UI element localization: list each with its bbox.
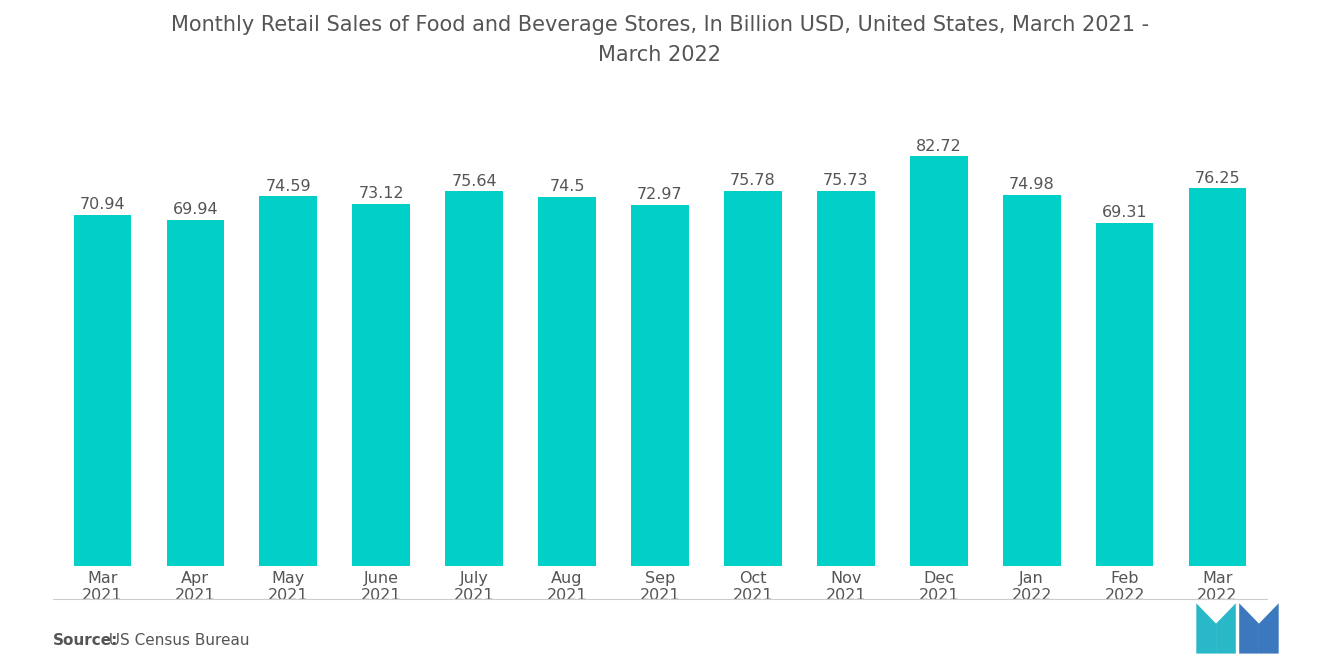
Text: 69.31: 69.31: [1102, 205, 1147, 220]
Bar: [445, 192, 503, 566]
Text: 74.59: 74.59: [265, 179, 312, 194]
Text: 74.5: 74.5: [549, 180, 585, 194]
Text: 75.78: 75.78: [730, 173, 776, 188]
Text: 76.25: 76.25: [1195, 171, 1241, 186]
Bar: [1189, 188, 1246, 566]
Text: 69.94: 69.94: [173, 202, 218, 217]
Bar: [909, 156, 968, 566]
Bar: [631, 205, 689, 566]
Text: 75.73: 75.73: [824, 174, 869, 188]
Bar: [1096, 223, 1154, 566]
Text: 82.72: 82.72: [916, 139, 962, 154]
Bar: [260, 196, 317, 566]
Text: 70.94: 70.94: [79, 197, 125, 212]
Bar: [725, 191, 781, 566]
Text: 74.98: 74.98: [1008, 177, 1055, 192]
Bar: [1003, 195, 1060, 566]
Text: 73.12: 73.12: [359, 186, 404, 201]
Bar: [539, 197, 595, 566]
Bar: [166, 219, 224, 566]
Bar: [352, 203, 411, 566]
Title: Monthly Retail Sales of Food and Beverage Stores, In Billion USD, United States,: Monthly Retail Sales of Food and Beverag…: [170, 15, 1150, 65]
Text: 72.97: 72.97: [638, 187, 682, 202]
Text: US Census Bureau: US Census Bureau: [99, 633, 249, 648]
Text: 75.64: 75.64: [451, 174, 496, 189]
Bar: [817, 191, 875, 566]
Text: Source:: Source:: [53, 633, 119, 648]
Bar: [74, 215, 131, 566]
